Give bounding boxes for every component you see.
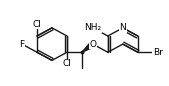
Text: NH₂: NH₂: [84, 23, 101, 32]
Polygon shape: [82, 42, 95, 52]
Text: Cl: Cl: [63, 60, 71, 68]
Text: Cl: Cl: [33, 20, 41, 29]
Text: N: N: [119, 23, 126, 32]
Text: O: O: [89, 40, 96, 49]
Text: F: F: [19, 40, 25, 49]
Text: Br: Br: [153, 48, 163, 57]
